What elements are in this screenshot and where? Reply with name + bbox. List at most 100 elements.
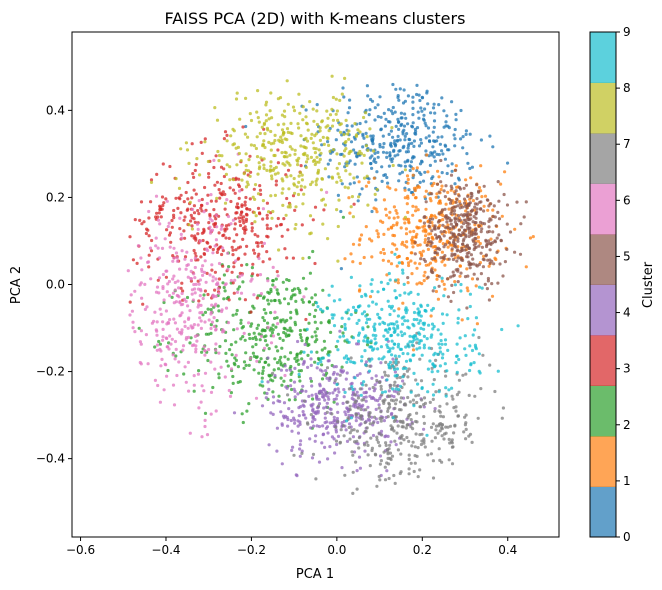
point-cluster-4 [323, 421, 327, 425]
point-cluster-4 [352, 450, 357, 454]
point-cluster-9 [350, 385, 354, 389]
point-cluster-0 [417, 116, 421, 120]
point-cluster-9 [415, 337, 419, 341]
point-cluster-8 [362, 176, 367, 180]
point-cluster-5 [461, 242, 465, 246]
point-cluster-9 [425, 337, 429, 341]
point-cluster-1 [403, 243, 407, 247]
point-cluster-7 [351, 470, 355, 474]
point-cluster-5 [505, 203, 510, 207]
point-cluster-7 [399, 408, 403, 412]
point-cluster-9 [395, 367, 399, 371]
point-cluster-8 [316, 168, 321, 172]
point-cluster-3 [186, 197, 190, 201]
point-cluster-3 [192, 188, 196, 192]
point-cluster-6 [183, 320, 187, 324]
point-cluster-7 [341, 424, 345, 428]
point-cluster-4 [387, 389, 391, 393]
point-cluster-2 [294, 299, 298, 303]
point-cluster-8 [232, 142, 236, 146]
point-cluster-4 [293, 395, 297, 399]
point-cluster-2 [329, 330, 333, 334]
point-cluster-6 [167, 347, 171, 351]
point-cluster-2 [222, 285, 226, 290]
point-cluster-5 [496, 210, 500, 214]
point-cluster-4 [286, 417, 290, 422]
point-cluster-5 [467, 234, 471, 239]
point-cluster-6 [231, 218, 235, 222]
point-cluster-7 [411, 398, 415, 402]
point-cluster-2 [222, 273, 226, 277]
point-cluster-0 [406, 146, 410, 150]
point-cluster-5 [406, 276, 410, 280]
point-cluster-4 [296, 339, 300, 344]
point-cluster-4 [302, 361, 306, 365]
point-cluster-7 [359, 407, 363, 412]
point-cluster-3 [222, 233, 226, 237]
point-cluster-1 [458, 264, 462, 268]
point-cluster-4 [335, 442, 339, 447]
point-cluster-0 [395, 139, 399, 143]
point-cluster-7 [348, 437, 352, 441]
point-cluster-1 [343, 257, 347, 261]
point-cluster-8 [334, 112, 338, 116]
point-cluster-3 [158, 204, 162, 208]
point-cluster-1 [391, 233, 395, 237]
point-cluster-7 [355, 429, 359, 433]
point-cluster-8 [295, 185, 299, 189]
point-cluster-6 [255, 359, 259, 363]
point-cluster-3 [276, 148, 280, 152]
point-cluster-4 [356, 342, 360, 346]
point-cluster-6 [198, 278, 202, 282]
point-cluster-0 [412, 144, 416, 148]
point-cluster-3 [268, 257, 272, 261]
point-cluster-8 [215, 118, 220, 122]
point-cluster-2 [251, 336, 255, 341]
point-cluster-0 [355, 175, 359, 179]
point-cluster-2 [206, 307, 210, 311]
point-cluster-7 [388, 451, 393, 455]
point-cluster-8 [356, 128, 360, 132]
point-cluster-8 [325, 109, 329, 113]
point-cluster-2 [281, 280, 285, 284]
point-cluster-3 [230, 245, 234, 249]
point-cluster-1 [405, 202, 409, 206]
point-cluster-0 [391, 135, 395, 139]
point-cluster-9 [417, 321, 421, 325]
point-cluster-8 [356, 152, 360, 156]
point-cluster-7 [467, 434, 471, 438]
point-cluster-4 [350, 396, 354, 401]
point-cluster-5 [508, 230, 513, 234]
point-cluster-5 [456, 280, 460, 284]
point-cluster-9 [409, 390, 413, 394]
point-cluster-7 [387, 447, 391, 451]
point-cluster-4 [358, 423, 362, 427]
point-cluster-3 [199, 206, 203, 210]
point-cluster-8 [184, 141, 188, 145]
point-cluster-2 [174, 354, 178, 358]
point-cluster-2 [270, 331, 274, 335]
point-cluster-4 [384, 434, 388, 438]
point-cluster-9 [400, 333, 404, 338]
point-cluster-1 [347, 196, 351, 200]
point-cluster-7 [336, 420, 340, 424]
point-cluster-4 [354, 419, 358, 423]
point-cluster-1 [376, 235, 380, 239]
point-cluster-6 [200, 384, 204, 388]
point-cluster-7 [386, 452, 390, 456]
point-cluster-6 [172, 317, 176, 321]
point-cluster-4 [327, 397, 331, 401]
point-cluster-6 [138, 340, 142, 344]
colorbar-tick-label: 3 [623, 362, 631, 376]
point-cluster-5 [518, 252, 523, 256]
point-cluster-8 [256, 89, 260, 93]
point-cluster-0 [369, 148, 373, 152]
point-cluster-9 [394, 296, 398, 300]
point-cluster-1 [524, 265, 528, 269]
point-cluster-5 [437, 284, 441, 288]
point-cluster-4 [285, 368, 289, 372]
point-cluster-8 [331, 118, 335, 122]
point-cluster-4 [323, 398, 327, 402]
point-cluster-1 [351, 242, 356, 246]
colorbar-tick-label: 2 [623, 418, 631, 432]
